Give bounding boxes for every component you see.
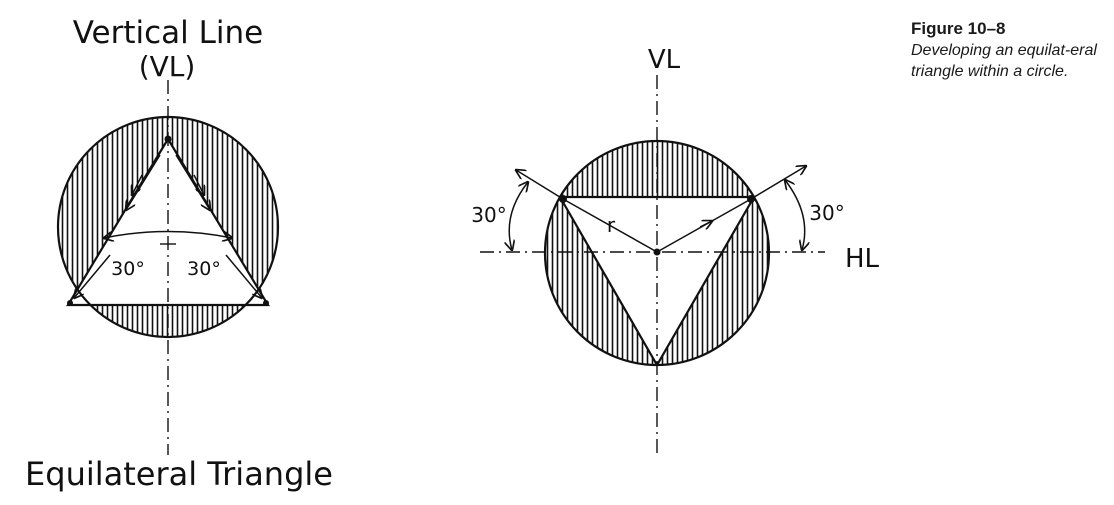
- left-title-line2: (VL): [139, 50, 196, 83]
- right-triangle-fill: [560, 197, 754, 365]
- left-side-arrow-2: [74, 254, 111, 298]
- left-angle-arc: [104, 230, 232, 239]
- left-side-arrow-1b: [132, 174, 143, 195]
- right-angle-label-right: 30°: [809, 201, 844, 225]
- figure-number: Figure 10–8: [911, 19, 1006, 38]
- right-ext-line-left: [516, 170, 564, 200]
- right-center-point: [653, 248, 661, 256]
- right-ext-line-right: [750, 166, 806, 200]
- left-angle-label-right: 30°: [187, 258, 221, 280]
- right-diagram: VL HL 30° 30° r: [471, 45, 880, 455]
- left-side-arrow-1: [126, 154, 161, 210]
- left-vertex-right: [263, 300, 269, 306]
- right-equilateral-triangle: [558, 195, 756, 368]
- left-bottom-label: Equilateral Triangle: [25, 455, 333, 493]
- right-side-arrow-2: [225, 254, 262, 298]
- left-equilateral-triangle: [66, 136, 270, 307]
- right-side-arrow-1: [175, 154, 210, 210]
- figure-caption: Figure 10–8 Developing an equilat-eral t…: [911, 18, 1106, 82]
- right-radius-arrow: [699, 221, 712, 227]
- right-side-arrow-1b: [193, 174, 204, 195]
- right-radius-label: r: [607, 213, 616, 237]
- right-vertex-left: [559, 195, 567, 203]
- right-vl-label: VL: [648, 45, 681, 75]
- figure-description: Developing an equilat-eral triangle with…: [911, 42, 1097, 80]
- right-radius-left: [562, 198, 658, 253]
- right-angle-arc-right: [785, 180, 805, 250]
- left-angle-label-left: 30°: [111, 258, 145, 280]
- left-title-line1: Vertical Line: [73, 15, 264, 51]
- left-diagram: Vertical Line (VL) 30° 30° Equilateral T…: [25, 15, 333, 493]
- left-vertex-top: [164, 135, 172, 143]
- right-vertex-right: [747, 195, 755, 203]
- right-angle-label-left: 30°: [471, 203, 506, 227]
- right-hl-label: HL: [845, 244, 880, 274]
- right-angle-arc-left: [509, 182, 528, 250]
- left-vertex-left: [67, 300, 73, 306]
